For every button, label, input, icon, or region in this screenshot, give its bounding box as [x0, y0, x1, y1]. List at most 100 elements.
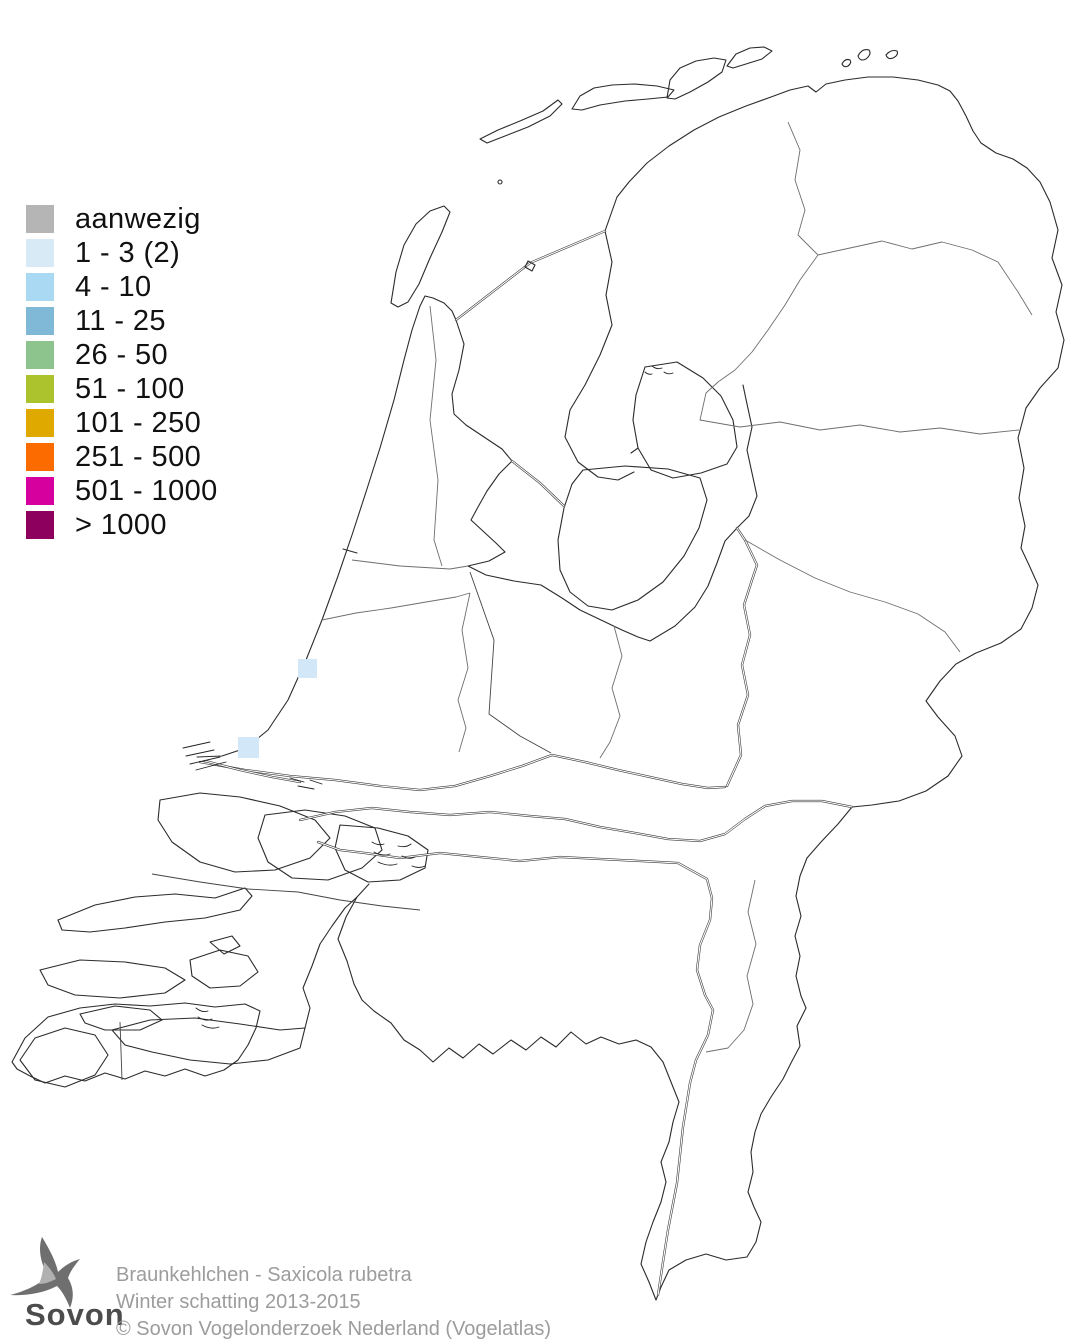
delta-islands-group [11, 792, 429, 1088]
legend-swatch [26, 409, 54, 437]
river-lek-inner [199, 754, 726, 791]
legend-label: 11 - 25 [75, 304, 166, 337]
border-friesland-drenthe [705, 254, 819, 394]
urk-point [630, 447, 639, 454]
ijmuiden-pier [342, 548, 358, 554]
atlas-square [298, 659, 317, 678]
biesbosch-marsh [371, 841, 426, 868]
friesland-ijsselmeer-coast [564, 230, 635, 481]
noord-beveland [79, 1005, 163, 1031]
afsluitdijk-inner [455, 230, 606, 321]
swallow-wing-highlight [39, 1262, 56, 1284]
flevopolder [557, 465, 708, 611]
legend-item: 11 - 25 [26, 304, 218, 337]
rivers-group [198, 526, 854, 1297]
legend-swatch [26, 477, 54, 505]
rotterdam-harbours [182, 741, 323, 790]
noordoostpolder [632, 361, 738, 479]
legend-swatch [26, 205, 54, 233]
noordhollandsch-kanaal [429, 305, 443, 567]
atlas-square [238, 737, 259, 758]
haringvliet-hollandsdiep [151, 873, 421, 911]
texel-island [390, 205, 451, 308]
legend-swatch [26, 239, 54, 267]
voorne-putten [157, 792, 331, 873]
caption-species: Braunkehlchen - Saxicola rubetra [116, 1264, 412, 1286]
amsterdam-rijnkanaal [469, 571, 552, 754]
zeeuws-vlaanderen [11, 1002, 261, 1084]
ameland-island [666, 57, 727, 100]
legend-label: 4 - 10 [75, 270, 152, 303]
tholen [189, 949, 259, 989]
river-ijssel [725, 526, 759, 788]
legend-item: 26 - 50 [26, 338, 218, 371]
frisian-lakes [644, 365, 674, 375]
wadden-islands-group [390, 46, 899, 308]
border-friesland-groningen [787, 121, 819, 256]
coastline-group [196, 76, 1065, 1301]
border-groningen-drenthe [817, 240, 1033, 316]
islet-richel [497, 179, 503, 185]
legend-label: 101 - 250 [75, 406, 202, 439]
caption-period: Winter schatting 2013-2015 [116, 1291, 361, 1313]
dikes-group [454, 229, 607, 508]
legend-item: 1 - 3 (2) [26, 236, 218, 269]
detail-scribbles-group [182, 365, 674, 1029]
islet [885, 49, 899, 60]
legend-item: 101 - 250 [26, 406, 218, 439]
sovon-logotype: Sovon [25, 1297, 125, 1332]
islet [857, 49, 871, 61]
legend-item: aanwezig [26, 202, 218, 235]
legend-item: 501 - 1000 [26, 474, 218, 507]
north-east-south-border [337, 76, 1065, 1301]
saeftinghe-marsh [195, 1007, 220, 1029]
river-maas-inner [317, 841, 714, 1296]
hoeksche-waard [257, 809, 383, 881]
river-lek [198, 753, 727, 792]
gent-terneuzen-canal [119, 1021, 123, 1081]
border-noordholland-zuidholland [321, 592, 471, 621]
legend-item: > 1000 [26, 508, 218, 541]
legend-swatch [26, 341, 54, 369]
legend-label: > 1000 [75, 508, 167, 541]
river-maas [316, 840, 715, 1297]
border-utrecht-west [457, 592, 471, 753]
legend-label: 26 - 50 [75, 338, 169, 371]
zuid-beveland [111, 1017, 306, 1065]
walcheren [19, 1027, 109, 1088]
legend-swatch [26, 443, 54, 471]
border-brabant-limburg [705, 879, 757, 1053]
breezanddijk-knob [524, 260, 536, 272]
legend-swatch [26, 307, 54, 335]
markers-group [238, 659, 317, 758]
sovon-logo-group [10, 1237, 80, 1308]
province-borders-group [321, 121, 1033, 1053]
polders-group [557, 361, 738, 611]
legend-label: 501 - 1000 [75, 474, 218, 507]
border-overijssel-gelderland [744, 539, 961, 653]
west-coast [196, 295, 457, 758]
schiermonnikoog-island [726, 46, 773, 69]
nieuwe-waterweg-inner [204, 760, 301, 783]
legend-item: 4 - 10 [26, 270, 218, 303]
legend-swatch [26, 511, 54, 539]
afsluitdijk [454, 229, 607, 322]
swallow-icon [10, 1237, 80, 1308]
noordzeekanaal [351, 559, 469, 570]
legend-swatch [26, 375, 54, 403]
islet [841, 58, 852, 68]
legend-label: aanwezig [75, 202, 201, 235]
legend-item: 251 - 500 [26, 440, 218, 473]
border-drenthe-overijssel [699, 392, 1020, 435]
caption-copyright: © Sovon Vogelonderzoek Nederland (Vogela… [116, 1318, 552, 1340]
noordholland-ijsselmeer-coast [451, 319, 758, 642]
brabant-west-coast [302, 896, 358, 1029]
schouwen-duiveland [39, 959, 186, 999]
vlieland-island [479, 99, 563, 144]
legend-label: 1 - 3 (2) [75, 236, 181, 269]
legend-label: 251 - 500 [75, 440, 202, 473]
eiland-van-dordrecht [334, 824, 429, 883]
border-utrecht-east [599, 625, 623, 759]
